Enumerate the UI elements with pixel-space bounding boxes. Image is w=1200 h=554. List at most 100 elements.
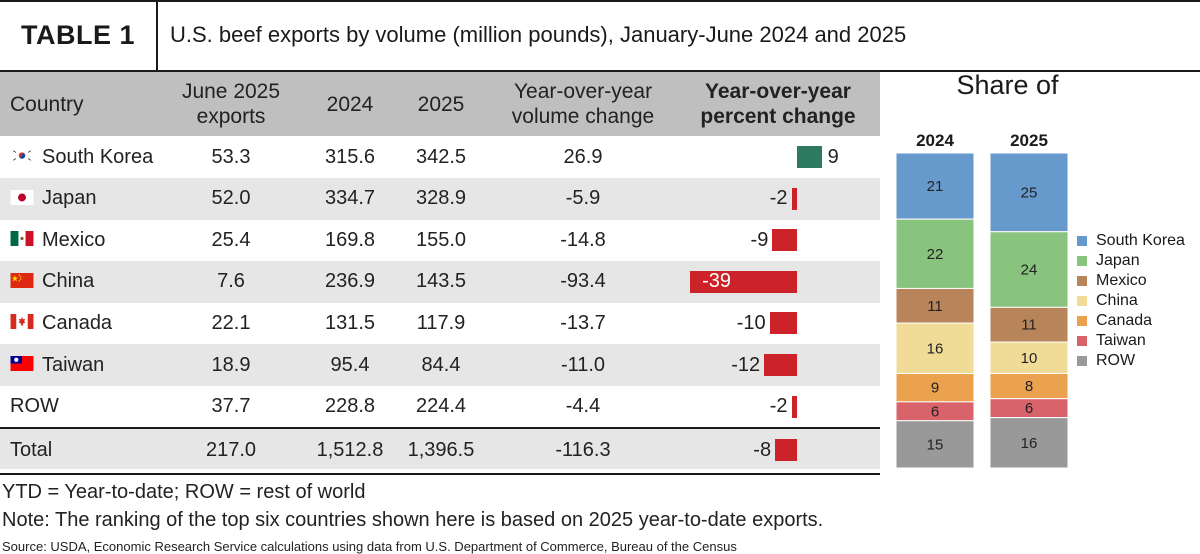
- header-top-rule: [0, 0, 1200, 2]
- year-2025-cell: 155.0: [415, 228, 467, 251]
- year-2024-cell: 1,512.8: [316, 438, 384, 461]
- table-title: U.S. beef exports by volume (million pou…: [170, 22, 907, 47]
- pct-change-label: 9: [827, 145, 839, 168]
- year-2025-cell: 84.4: [421, 353, 461, 376]
- legend-swatch: [1077, 336, 1087, 346]
- share-value-label: 16: [1021, 435, 1038, 452]
- year-2025-cell: 1,396.5: [407, 438, 475, 461]
- share-value-label: 21: [927, 178, 944, 195]
- legend-label: South Korea: [1096, 232, 1185, 249]
- country-cell: ROW: [10, 395, 59, 418]
- pct-change-bar: [791, 187, 797, 210]
- pct-change-label: -12: [731, 353, 761, 376]
- col-header-country: Country: [10, 92, 84, 116]
- june-2025-cell: 18.9: [211, 353, 251, 376]
- country-cell: Taiwan: [42, 353, 105, 376]
- pct-change-bar: [690, 270, 797, 293]
- pct-change-label: -2: [769, 187, 788, 210]
- share-segment-mexico-2024: [895, 287, 975, 324]
- volume-change-cell: 26.9: [563, 145, 603, 168]
- volume-change-cell: -5.9: [565, 187, 601, 210]
- flag-taiwan-icon: [10, 356, 36, 373]
- flag-mexico-icon: [10, 231, 36, 248]
- flag-china-icon: [10, 272, 36, 290]
- year-2024-cell: 315.6: [324, 145, 376, 168]
- volume-change-cell: -93.4: [560, 270, 606, 293]
- year-2025-cell: 143.5: [415, 270, 467, 293]
- table-row: Japan 52.0 334.7 328.9 -5.9 -2: [0, 177, 880, 220]
- share-value-label: 9: [931, 380, 939, 397]
- pct-change-label: -39: [702, 270, 732, 293]
- footer-note: Note: The ranking of the top six countri…: [2, 509, 824, 531]
- table-row: South Korea 53.3 315.6 342.5 26.9 9: [0, 136, 880, 178]
- share-value-label: 25: [1021, 184, 1038, 201]
- country-cell: Japan: [42, 187, 97, 210]
- flag-south-korea-icon: [10, 148, 36, 165]
- legend-label: ROW: [1096, 352, 1136, 369]
- table-row: Total 217.0 1,512.8 1,396.5 -116.3 -8: [0, 427, 880, 470]
- year-2024-cell: 236.9: [324, 270, 376, 293]
- year-2024-cell: 131.5: [324, 311, 376, 334]
- pct-change-label: -10: [736, 311, 766, 334]
- share-segment-row-2024: [895, 420, 975, 469]
- share-value-label: 6: [931, 403, 939, 420]
- table-header-row: Country June 2025 exports 2024 2025 Year…: [0, 72, 880, 136]
- footer-abbreviations: YTD = Year-to-date; ROW = rest of world: [2, 481, 366, 503]
- flag-japan-icon: [10, 189, 36, 207]
- col-header-2025: 2025: [417, 92, 465, 116]
- legend-swatch: [1077, 316, 1087, 326]
- share-segment-row-2025: [989, 417, 1069, 469]
- table-row: Canada 22.1 131.5 117.9 -13.7 -10: [0, 302, 880, 344]
- year-2024-cell: 95.4: [330, 353, 370, 376]
- year-2025-cell: 117.9: [416, 311, 466, 334]
- country-cell: South Korea: [42, 145, 154, 168]
- table-row: Mexico 25.4 169.8 155.0 -14.8 -9: [0, 219, 880, 261]
- share-value-label: 6: [1025, 400, 1033, 417]
- share-segment-canada-2024: [895, 373, 975, 403]
- table-label: TABLE 1: [20, 19, 135, 50]
- pct-change-label: -8: [753, 438, 772, 461]
- share-segment-south-korea-2025: [989, 152, 1069, 233]
- pct-change-bar: [797, 146, 822, 168]
- country-cell: China: [42, 270, 95, 293]
- col-header-2024: 2024: [326, 92, 374, 116]
- legend-swatch: [1077, 256, 1087, 266]
- volume-change-cell: -13.7: [560, 311, 606, 334]
- june-2025-cell: 25.4: [211, 228, 251, 251]
- legend-label: Mexico: [1096, 272, 1147, 289]
- footer-source: Source: USDA, Economic Research Service …: [2, 539, 737, 554]
- pct-change-bar: [775, 439, 797, 462]
- pct-change-bar: [772, 229, 797, 252]
- col-header-percent-change: Year-over-year percent change: [700, 80, 856, 128]
- col-header-june-2025: June 2025 exports: [181, 80, 281, 128]
- june-2025-cell: 52.0: [211, 187, 251, 210]
- year-2024-cell: 228.8: [324, 395, 376, 418]
- table-bottom-rule: [0, 473, 880, 475]
- share-value-label: 11: [927, 298, 943, 315]
- legend-swatch: [1077, 356, 1087, 366]
- year-2024-cell: 334.7: [324, 187, 376, 210]
- share-year-2025: 2025: [1010, 131, 1048, 150]
- year-2025-cell: 342.5: [415, 145, 467, 168]
- volume-change-cell: -11.0: [560, 353, 606, 376]
- share-value-label: 10: [1021, 350, 1038, 367]
- flag-canada-icon: [10, 314, 36, 331]
- share-stacked-bar-chart: 21 22 11 16 9 6 15 25 24 11 10 8 6 16: [895, 152, 1069, 469]
- legend-swatch: [1077, 236, 1087, 246]
- share-year-2024: 2024: [916, 131, 954, 150]
- june-2025-cell: 7.6: [217, 270, 245, 293]
- share-value-label: 16: [927, 340, 944, 357]
- volume-change-cell: -14.8: [560, 228, 606, 251]
- pct-change-bar: [769, 312, 797, 335]
- year-2024-cell: 169.8: [324, 228, 376, 251]
- share-segment-china-2024: [895, 322, 975, 375]
- legend-label: Japan: [1096, 252, 1140, 269]
- header-divider: [156, 0, 158, 72]
- legend-label: Taiwan: [1096, 332, 1146, 349]
- june-2025-cell: 37.7: [211, 395, 251, 418]
- volume-change-cell: -116.3: [555, 438, 611, 461]
- legend-swatch: [1077, 276, 1087, 286]
- year-2025-cell: 328.9: [415, 187, 467, 210]
- share-value-label: 15: [927, 436, 944, 453]
- table-row: ROW 37.7 228.8 224.4 -4.4 -2: [0, 386, 880, 428]
